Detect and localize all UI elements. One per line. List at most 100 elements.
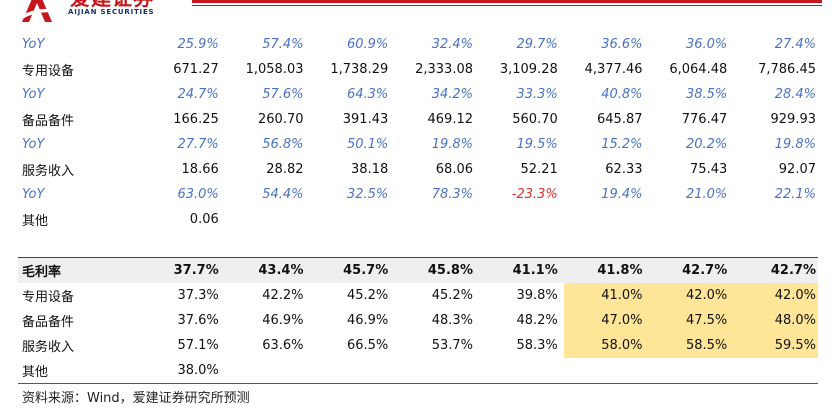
- table-row: 毛利率 37.7% 43.4% 45.7% 45.8% 41.1% 41.8% 42.7% 42…: [18, 257, 818, 283]
- source-note: 资料来源：Wind，爱建证券研究所预测: [22, 391, 250, 406]
- cell-col-3: 66.5%: [346, 338, 389, 353]
- cell-col-4: 2,333.08: [415, 62, 473, 77]
- row-label: YoY: [22, 137, 45, 152]
- cell-col-5: 19.5%: [516, 137, 558, 152]
- cell-col-2: 56.8%: [262, 137, 304, 152]
- cell-col-4: 469.12: [427, 112, 474, 127]
- cell-col-7: 47.5%: [648, 308, 734, 333]
- row-label: 备品备件: [22, 315, 75, 330]
- cell-col-4: 32.4%: [431, 37, 473, 52]
- table-row: 服务收入 57.1% 63.6% 66.5% 53.7% 58.3% 58.0% 58.5% 5…: [18, 333, 818, 358]
- cell-col-6: 645.87: [597, 112, 643, 127]
- cell-col-5: 52.21: [520, 162, 558, 177]
- cell-col-6: 4,377.46: [584, 62, 643, 77]
- cell-col-7: [649, 232, 734, 258]
- cell-col-6: 41.8%: [563, 257, 649, 283]
- cell-col-7: 75.43: [690, 162, 728, 177]
- cell-col-1: 57.1%: [177, 338, 219, 353]
- cell-col-4: 48.3%: [431, 313, 473, 328]
- cell-col-7: 21.0%: [685, 187, 728, 202]
- table-row: 其他 0.06: [18, 207, 818, 232]
- cell-col-5: [479, 232, 564, 258]
- cell-col-4: [394, 358, 479, 384]
- row-label: 毛利率: [18, 257, 140, 283]
- cell-col-4: [394, 232, 479, 258]
- cell-col-1: 0.06: [189, 212, 219, 227]
- row-label: YoY: [22, 37, 45, 52]
- cell-col-7: 36.0%: [685, 37, 728, 52]
- financial-forecast-table: YoY 25.9% 57.4% 60.9% 32.4% 29.7% 36.6% 36.0% 27…: [18, 32, 818, 384]
- cell-col-8: [733, 232, 818, 258]
- cell-col-3: 64.3%: [346, 87, 389, 102]
- cell-col-3: 45.7%: [309, 257, 395, 283]
- cell-col-8: 42.0%: [733, 283, 818, 308]
- cell-col-1: 166.25: [173, 112, 219, 127]
- cell-col-8: 28.4%: [774, 87, 816, 102]
- cell-col-1: 18.66: [181, 162, 219, 177]
- cell-col-8: [733, 358, 818, 384]
- cell-col-7: 42.0%: [648, 283, 734, 308]
- row-label: YoY: [22, 87, 45, 102]
- row-label: 其他: [18, 358, 140, 384]
- header-divider-thick: [192, 0, 822, 3]
- cell-col-6: 47.0%: [563, 308, 649, 333]
- cell-col-5: 41.1%: [479, 257, 564, 283]
- cell-col-3: 38.18: [351, 162, 389, 177]
- cell-col-1: 27.7%: [177, 137, 219, 152]
- cell-col-2: 46.9%: [262, 313, 304, 328]
- table-row: 服务收入 18.66 28.82 38.18 68.06 52.21 62.33 75.43 9…: [18, 157, 818, 182]
- row-label: 服务收入: [22, 340, 75, 355]
- cell-col-2: 1,058.03: [245, 62, 304, 77]
- cell-col-3: [310, 232, 395, 258]
- cell-col-8: 27.4%: [774, 37, 816, 52]
- cell-col-3: 46.9%: [346, 313, 389, 328]
- cell-col-1: 38.0%: [140, 358, 225, 384]
- cell-col-4: 19.8%: [431, 137, 473, 152]
- cell-col-4: 45.8%: [394, 257, 479, 283]
- cell-col-1: 63.0%: [177, 187, 219, 202]
- cell-col-5: 39.8%: [516, 288, 558, 303]
- cell-col-5: [479, 358, 564, 384]
- cell-col-2: [225, 207, 310, 232]
- cell-col-3: 391.43: [342, 112, 389, 127]
- cell-col-2: 28.82: [266, 162, 304, 177]
- logo-english-text: AIJIAN SECURITIES: [68, 8, 155, 16]
- cell-col-7: 42.7%: [648, 257, 734, 283]
- cell-col-1: 25.9%: [177, 37, 219, 52]
- row-label: 专用设备: [22, 290, 75, 305]
- cell-col-1: [140, 232, 225, 258]
- row-label: [18, 232, 140, 258]
- header-divider-thin: [192, 5, 822, 6]
- cell-col-7: [648, 358, 734, 384]
- cell-col-2: 57.6%: [262, 87, 304, 102]
- cell-col-8: 92.07: [778, 162, 816, 177]
- cell-col-5: 29.7%: [516, 37, 558, 52]
- cell-col-3: 32.5%: [346, 187, 389, 202]
- cell-col-2: 54.4%: [262, 187, 304, 202]
- cell-col-5: [479, 207, 564, 232]
- cell-col-4: 68.06: [435, 162, 473, 177]
- cell-col-3: 50.1%: [346, 137, 389, 152]
- cell-col-6: 15.2%: [601, 137, 643, 152]
- cell-col-5: 3,109.28: [499, 62, 558, 77]
- cell-col-1: 37.6%: [177, 313, 219, 328]
- cell-col-1: 37.7%: [140, 257, 225, 283]
- cell-col-5: 58.3%: [516, 338, 558, 353]
- row-label: 专用设备: [22, 64, 75, 79]
- cell-col-6: 62.33: [605, 162, 643, 177]
- cell-col-4: 34.2%: [431, 87, 473, 102]
- cell-col-2: 42.2%: [262, 288, 304, 303]
- cell-col-4: 53.7%: [431, 338, 473, 353]
- cell-col-1: 37.3%: [177, 288, 219, 303]
- cell-col-5: 33.3%: [516, 87, 558, 102]
- cell-col-6: 36.6%: [601, 37, 643, 52]
- cell-col-6: [564, 207, 649, 232]
- table-row: 备品备件 37.6% 46.9% 46.9% 48.3% 48.2% 47.0% 47.5% 4…: [18, 308, 818, 333]
- table-row: 其他 38.0%: [18, 358, 818, 384]
- cell-col-7: 776.47: [681, 112, 728, 127]
- cell-col-2: 260.70: [258, 112, 304, 127]
- cell-col-6: [564, 232, 649, 258]
- cell-col-8: 7,786.45: [758, 62, 816, 77]
- cell-col-5: 560.70: [512, 112, 558, 127]
- table-row: YoY 25.9% 57.4% 60.9% 32.4% 29.7% 36.6% 36.0% 27…: [18, 32, 818, 57]
